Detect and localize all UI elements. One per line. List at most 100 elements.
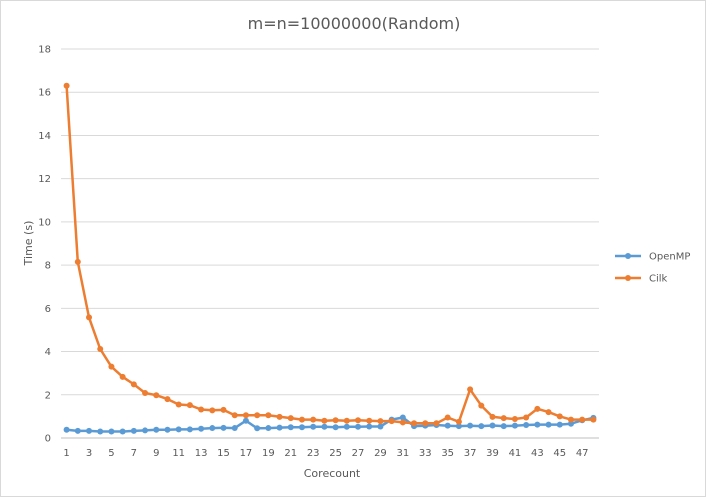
x-tick-label: 7 [131,448,137,459]
data-point [377,423,384,430]
data-point [567,416,574,423]
y-axis-title: Time (s) [22,221,35,267]
x-tick-label: 35 [441,448,454,459]
data-point [287,415,294,422]
data-point [500,415,507,422]
data-point [534,405,541,412]
data-point [523,422,530,429]
data-point [142,427,149,434]
y-tick-label: 0 [45,434,51,445]
data-point [444,422,451,429]
x-tick-label: 19 [262,448,275,459]
x-tick-label: 37 [464,448,477,459]
data-point [343,417,350,424]
data-point [332,417,339,424]
data-point [467,422,474,429]
data-point [119,373,126,380]
x-tick-label: 21 [284,448,297,459]
x-tick-label: 9 [153,448,159,459]
data-point [332,424,339,431]
data-point [511,415,518,422]
data-point [377,418,384,425]
x-axis-title: Corecount [304,467,361,480]
data-point [399,419,406,426]
series-openmp [63,414,597,435]
data-point [186,426,193,433]
data-point [175,401,182,408]
data-point [298,416,305,423]
x-tick-label: 3 [86,448,92,459]
x-tick-label: 27 [352,448,365,459]
data-point [433,420,440,427]
data-point [467,386,474,393]
data-point [455,423,462,430]
x-tick-label: 25 [329,448,342,459]
x-tick-label: 15 [217,448,230,459]
data-point [164,396,171,403]
data-point [242,412,249,419]
data-point [97,428,104,435]
x-tick-label: 1 [63,448,69,459]
data-point [254,425,261,432]
data-point [444,414,451,421]
chart-title: m=n=10000000(Random) [248,14,461,33]
data-point [220,406,227,413]
data-point [489,413,496,420]
x-tick-label: 17 [240,448,253,459]
x-tick-label: 47 [576,448,589,459]
data-point [310,423,317,430]
data-point [556,421,563,428]
data-point [388,418,395,425]
y-axis-ticks: 0 2 4 6 8 10 12 14 16 18 [38,45,51,445]
data-point [153,392,160,399]
series-cilk [63,82,597,427]
y-tick-label: 18 [38,45,51,56]
data-point [142,390,149,397]
data-point [567,420,574,427]
data-point [97,345,104,352]
legend-item: Cilk [615,274,668,285]
data-point [355,417,362,424]
x-tick-label: 29 [374,448,387,459]
series-line [65,85,594,425]
data-point [153,426,160,433]
data-point [119,428,126,435]
data-point [175,426,182,433]
legend-swatch-marker [625,275,631,281]
data-point [108,363,115,370]
x-tick-label: 33 [419,448,432,459]
y-tick-label: 6 [45,304,51,315]
data-point [478,402,485,409]
data-point [545,409,552,416]
data-point [411,420,418,427]
data-point [86,427,93,434]
data-point [298,424,305,431]
data-point [242,417,249,424]
data-point [343,423,350,430]
gridlines [61,48,599,396]
data-point [534,421,541,428]
data-point [478,423,485,430]
data-point [455,418,462,425]
data-point [511,422,518,429]
data-point [500,423,507,430]
data-point [254,412,261,419]
legend-label: Cilk [649,274,668,285]
data-point [231,425,238,432]
data-point [198,425,205,432]
data-point [310,416,317,423]
data-point [86,314,93,321]
data-point [276,413,283,420]
x-tick-label: 31 [396,448,409,459]
data-point [422,420,429,427]
x-tick-label: 45 [553,448,566,459]
data-point [523,414,530,421]
data-point [108,428,115,435]
data-point [399,414,406,421]
data-point [63,426,70,433]
y-tick-label: 2 [45,390,51,401]
data-point [130,381,137,388]
data-point [265,425,272,432]
